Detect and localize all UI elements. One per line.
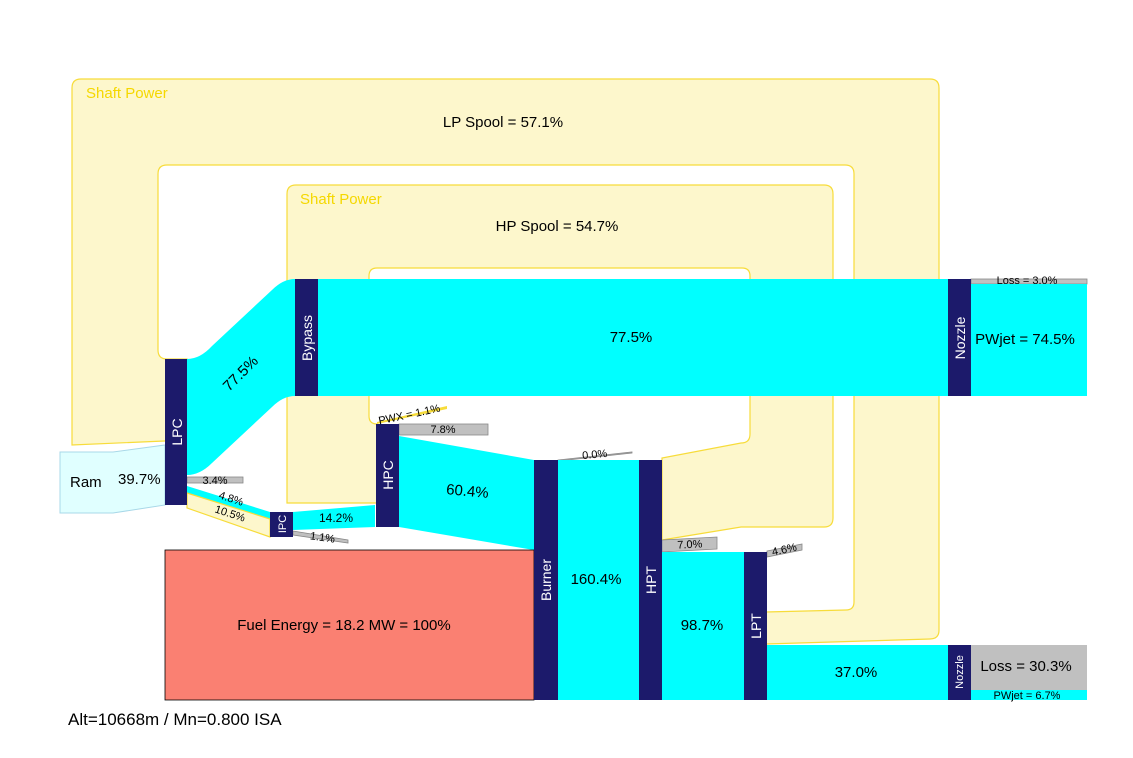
node-lpt[interactable] xyxy=(744,552,767,700)
bypass-loss-label: Loss = 3.0% xyxy=(997,275,1058,287)
hpt-label: HPT xyxy=(643,566,659,594)
fuel-energy-flow xyxy=(164,549,535,701)
core-pwjet-output xyxy=(971,690,1087,700)
ipc-to-hpc-value: 14.2% xyxy=(319,511,353,525)
ipc-label: IPC xyxy=(277,515,289,533)
bypass-label: Bypass xyxy=(299,315,315,361)
lpc-label: LPC xyxy=(169,418,185,445)
lp-spool-label: LP Spool = 57.1% xyxy=(443,114,563,131)
burner-label: Burner xyxy=(538,559,554,601)
core-pwjet-label: PWjet = 6.7% xyxy=(994,690,1061,702)
burner-loss-value: 0.0% xyxy=(582,448,608,462)
node-nozzle-bypass[interactable] xyxy=(948,279,971,396)
node-bypass[interactable] xyxy=(295,279,318,396)
hp-spool-header: Shaft Power xyxy=(300,191,382,208)
bypass-flow xyxy=(318,279,948,396)
lpc-to-ipc-flow xyxy=(187,486,270,519)
node-hpc[interactable] xyxy=(376,424,399,527)
hpc-loss-value: 7.8% xyxy=(430,424,455,436)
nozzle-bypass-label: Nozzle xyxy=(952,316,968,359)
lp-spool-band xyxy=(71,78,940,645)
burner-to-hpt-value: 160.4% xyxy=(571,571,622,588)
lpt-loss-value: 4.6% xyxy=(771,542,798,559)
lpt-label: LPT xyxy=(748,613,764,639)
lp-spool-header: Shaft Power xyxy=(86,85,168,102)
node-lpc[interactable] xyxy=(165,359,187,505)
hp-spool-band xyxy=(286,184,834,541)
hpt-loss-value: 7.0% xyxy=(677,538,703,551)
lpc-to-bypass-flow xyxy=(187,279,295,475)
node-hpt[interactable] xyxy=(639,460,662,700)
node-nozzle-core[interactable] xyxy=(948,645,971,700)
node-burner[interactable] xyxy=(534,460,558,700)
pwx-flow xyxy=(377,406,447,424)
bypass-pwjet-label: PWjet = 74.5% xyxy=(975,331,1075,348)
burner-to-hpt-flow xyxy=(558,460,639,700)
ram-value: 39.7% xyxy=(118,471,161,488)
ipc-to-hpc-flow xyxy=(293,505,375,530)
nozzle-core-label: Nozzle xyxy=(954,655,966,689)
lpt-to-nozzle-value: 37.0% xyxy=(835,664,878,681)
lpc-loss-value: 3.4% xyxy=(202,475,227,487)
ram-label: Ram xyxy=(70,474,102,491)
bypass-value: 77.5% xyxy=(610,329,653,346)
hpt-to-lpt-flow xyxy=(662,552,744,700)
hpc-to-burner-flow xyxy=(399,436,534,550)
node-ipc[interactable] xyxy=(270,512,293,537)
core-loss-output xyxy=(971,645,1087,690)
ipc-loss-value: 1.1% xyxy=(309,530,336,545)
lpt-to-nozzle-flow xyxy=(767,645,948,700)
core-loss-label: Loss = 30.3% xyxy=(980,658,1071,675)
flight-condition-footer: Alt=10668m / Mn=0.800 ISA xyxy=(68,710,282,729)
fuel-energy-label: Fuel Energy = 18.2 MW = 100% xyxy=(237,617,450,634)
bypass-pwjet-output xyxy=(971,284,1087,396)
hpc-label: HPC xyxy=(380,460,396,490)
hpt-to-lpt-value: 98.7% xyxy=(681,617,724,634)
hpc-to-burner-value: 60.4% xyxy=(445,481,489,502)
hp-spool-label: HP Spool = 54.7% xyxy=(496,218,619,235)
